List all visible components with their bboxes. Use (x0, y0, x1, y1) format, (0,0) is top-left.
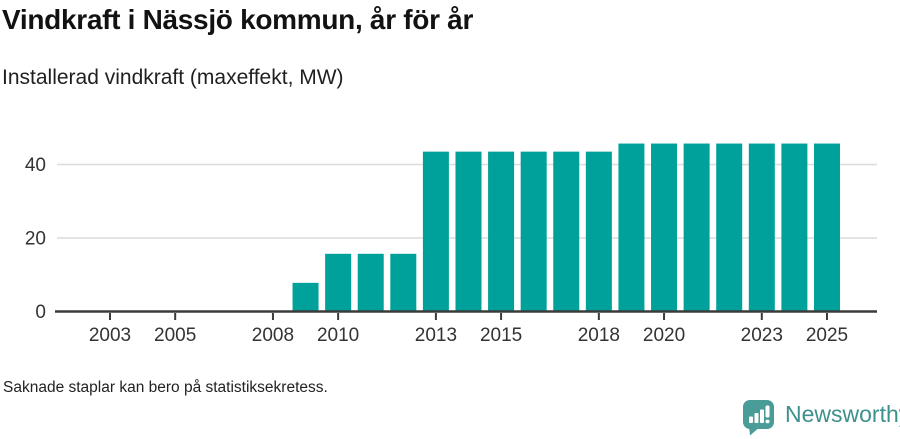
bar-2020 (651, 143, 678, 312)
x-tick-label-2025: 2025 (806, 325, 848, 346)
bar-2015 (488, 151, 515, 312)
newsworthy-bar-chart-icon (743, 400, 774, 436)
x-tick-label-2018: 2018 (578, 325, 620, 346)
bar-2023 (748, 143, 775, 312)
x-tick-label-2020: 2020 (643, 325, 685, 346)
bar-2012 (390, 253, 417, 312)
x-tick-label-2005: 2005 (154, 325, 196, 346)
x-tick-label-2023: 2023 (741, 325, 783, 346)
bar-2019 (618, 143, 645, 312)
x-tick-label-2008: 2008 (252, 325, 294, 346)
chart-subtitle: Installerad vindkraft (maxeffekt, MW) (2, 66, 344, 89)
bar-2022 (716, 143, 743, 312)
footnote: Saknade staplar kan bero på statistiksek… (3, 379, 328, 396)
bar-2009 (292, 282, 319, 312)
y-tick-label-20: 20 (25, 229, 46, 250)
bar-2010 (325, 253, 352, 312)
x-tick-label-2003: 2003 (89, 325, 131, 346)
bar-2016 (520, 151, 547, 312)
y-tick-label-40: 40 (25, 155, 46, 176)
bar-2018 (585, 151, 612, 312)
bar-2014 (455, 151, 482, 312)
bar-2013 (422, 151, 449, 312)
x-tick-label-2015: 2015 (480, 325, 522, 346)
bar-2017 (553, 151, 580, 312)
bar-2011 (357, 253, 384, 312)
y-tick-label-0: 0 (35, 302, 46, 323)
x-tick-label-2010: 2010 (317, 325, 359, 346)
bar-2025 (813, 143, 840, 312)
page-title: Vindkraft i Nässjö kommun, år för år (2, 4, 474, 35)
x-tick-label-2013: 2013 (415, 325, 457, 346)
bar-2024 (781, 143, 808, 312)
brand-name: Newsworthy (785, 401, 900, 427)
bar-2021 (683, 143, 710, 312)
newsworthy-logo: Newsworthy (742, 399, 900, 436)
